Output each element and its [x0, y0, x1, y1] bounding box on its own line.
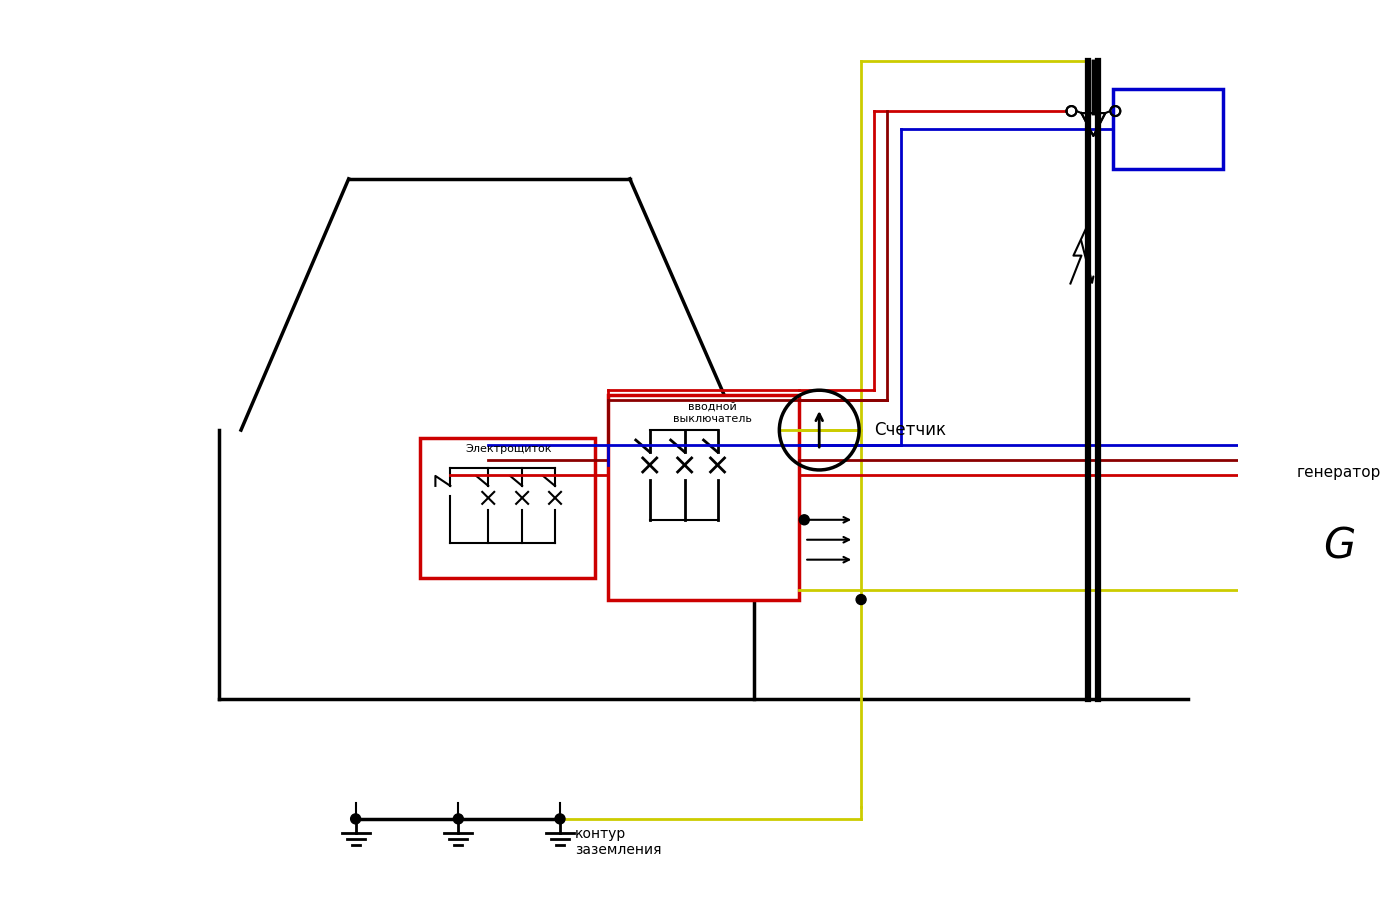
Circle shape [554, 814, 565, 824]
Bar [1113, 89, 1222, 169]
Bar [1256, 492, 1386, 638]
Circle shape [857, 594, 866, 604]
Text: Электрощиток: Электрощиток [464, 444, 552, 454]
Text: вводной: вводной [689, 402, 737, 412]
Text: выключатель: выключатель [674, 414, 753, 424]
Circle shape [800, 515, 809, 525]
Bar [608, 395, 800, 600]
Circle shape [351, 814, 360, 824]
Circle shape [453, 814, 463, 824]
Text: контур
заземления: контур заземления [575, 827, 661, 857]
Text: Счетчик: Счетчик [875, 421, 947, 439]
Text: генератор: генератор [1297, 465, 1382, 480]
Bar [420, 438, 595, 578]
Text: G: G [1324, 525, 1356, 568]
